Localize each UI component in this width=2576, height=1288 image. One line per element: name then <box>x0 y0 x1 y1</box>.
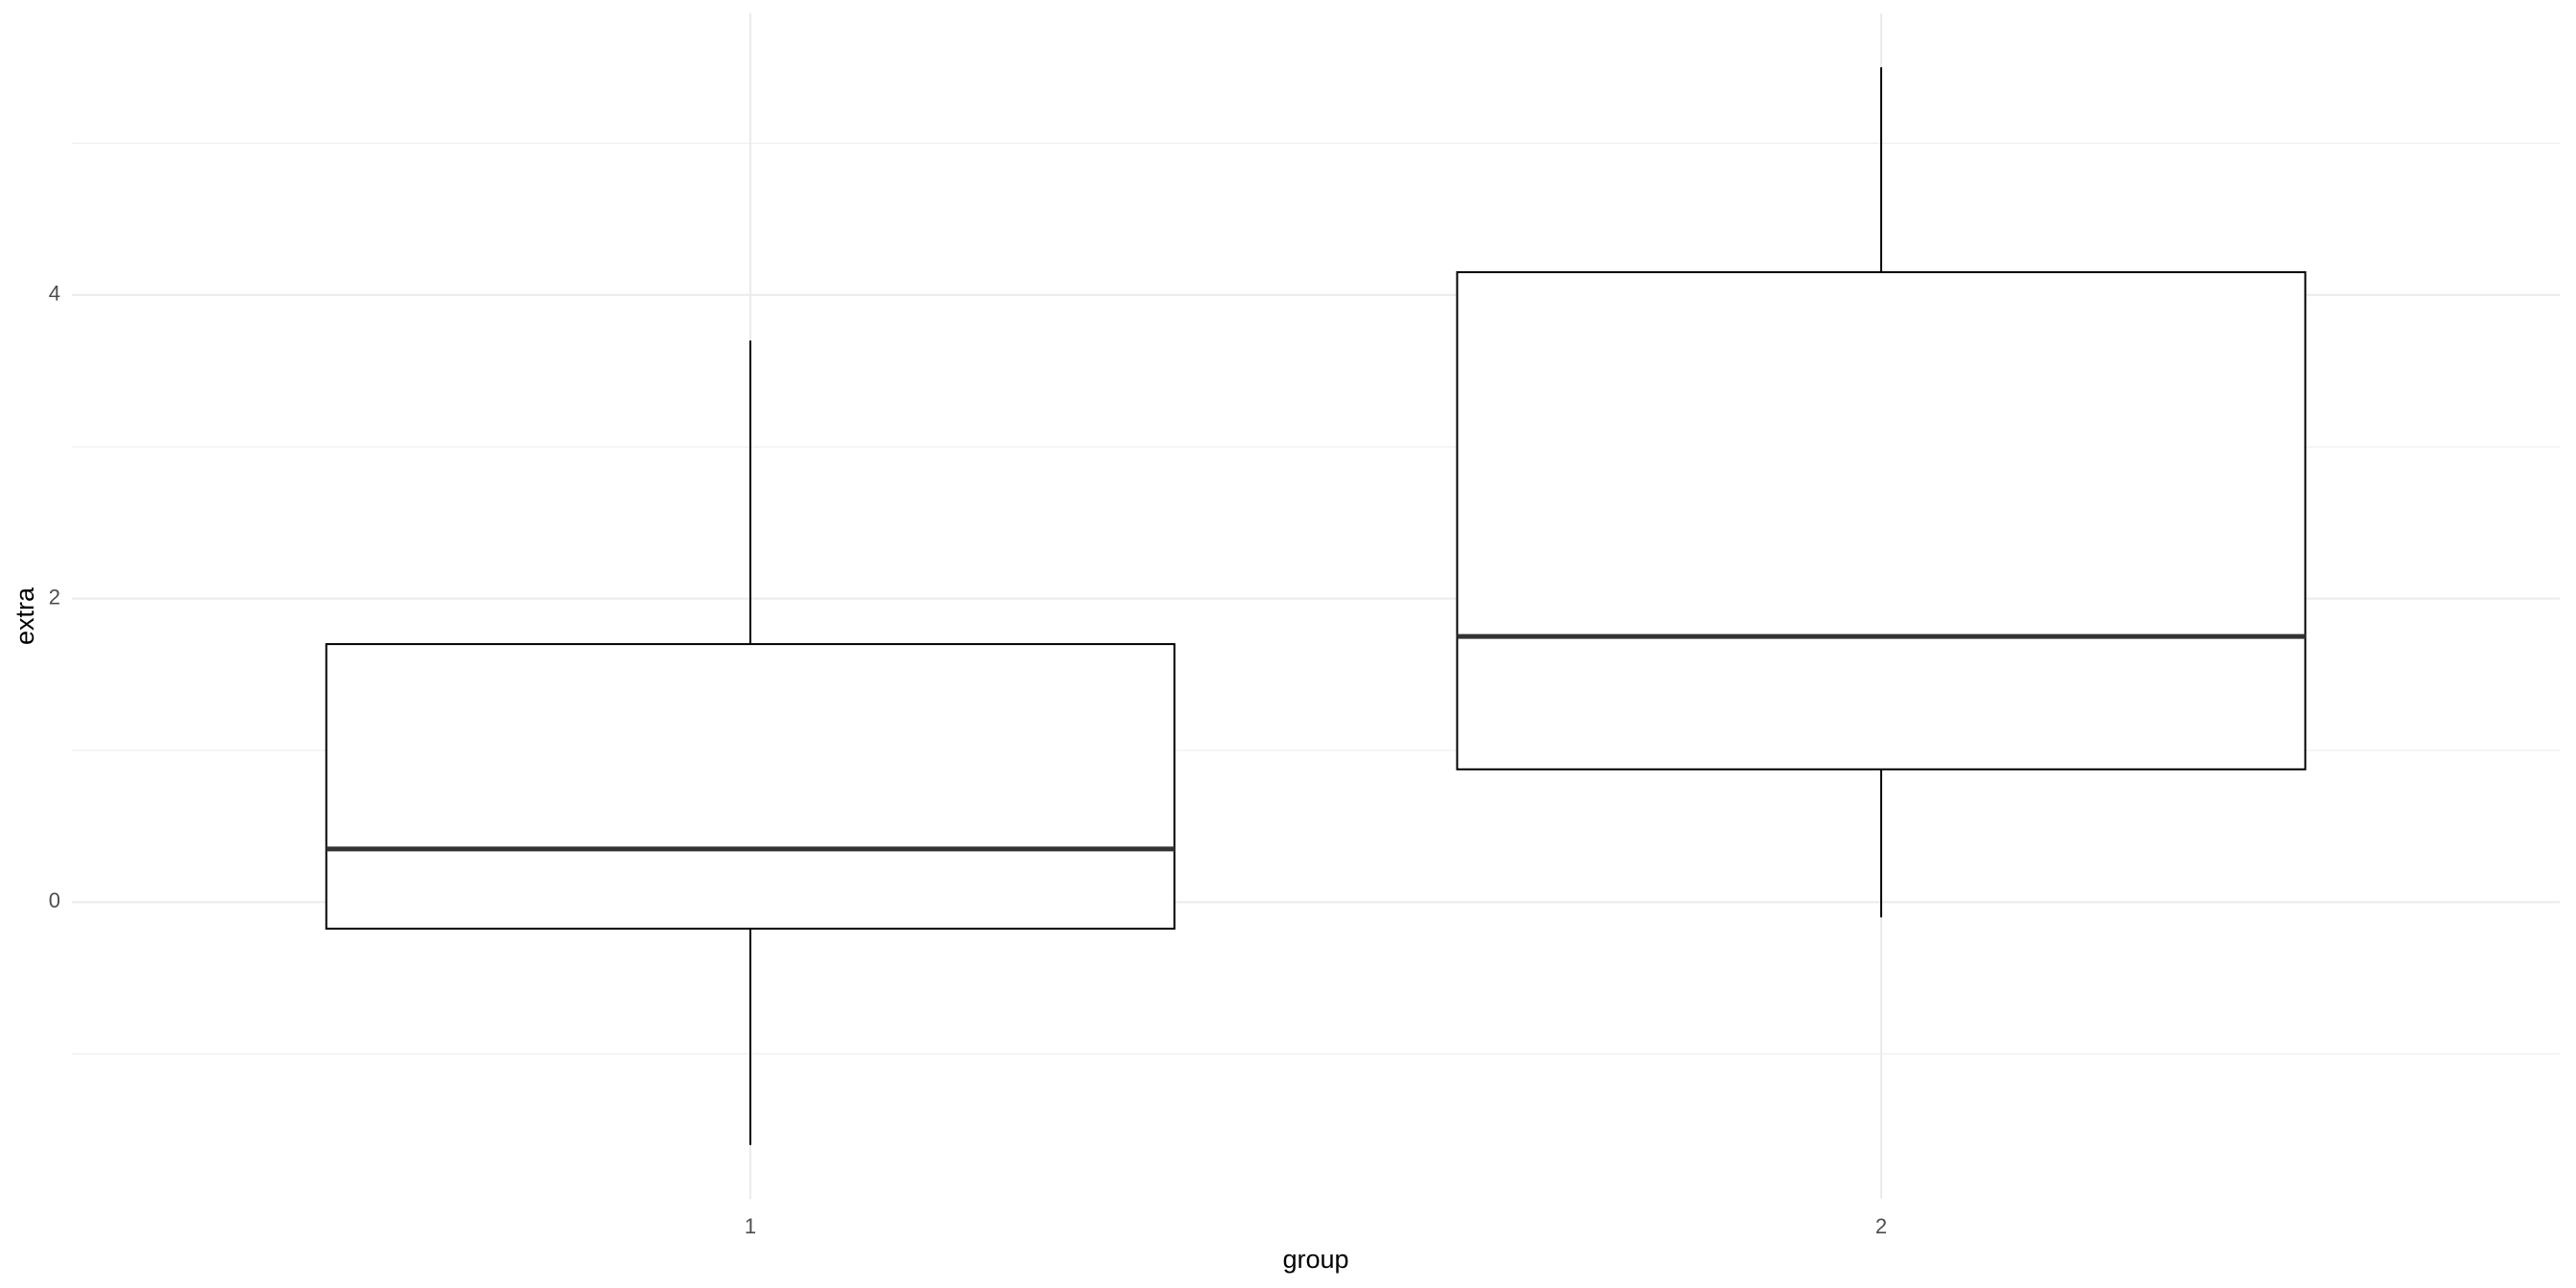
x-tick-label: 1 <box>745 1214 756 1238</box>
y-tick-label: 0 <box>49 888 60 912</box>
y-axis-title: extra <box>11 586 39 645</box>
x-tick-label: 2 <box>1875 1214 1887 1238</box>
y-tick-label: 2 <box>49 585 60 609</box>
y-tick-label: 4 <box>49 282 60 306</box>
box <box>325 643 1176 931</box>
x-axis-title: group <box>1282 1245 1348 1274</box>
box <box>1456 271 2307 770</box>
